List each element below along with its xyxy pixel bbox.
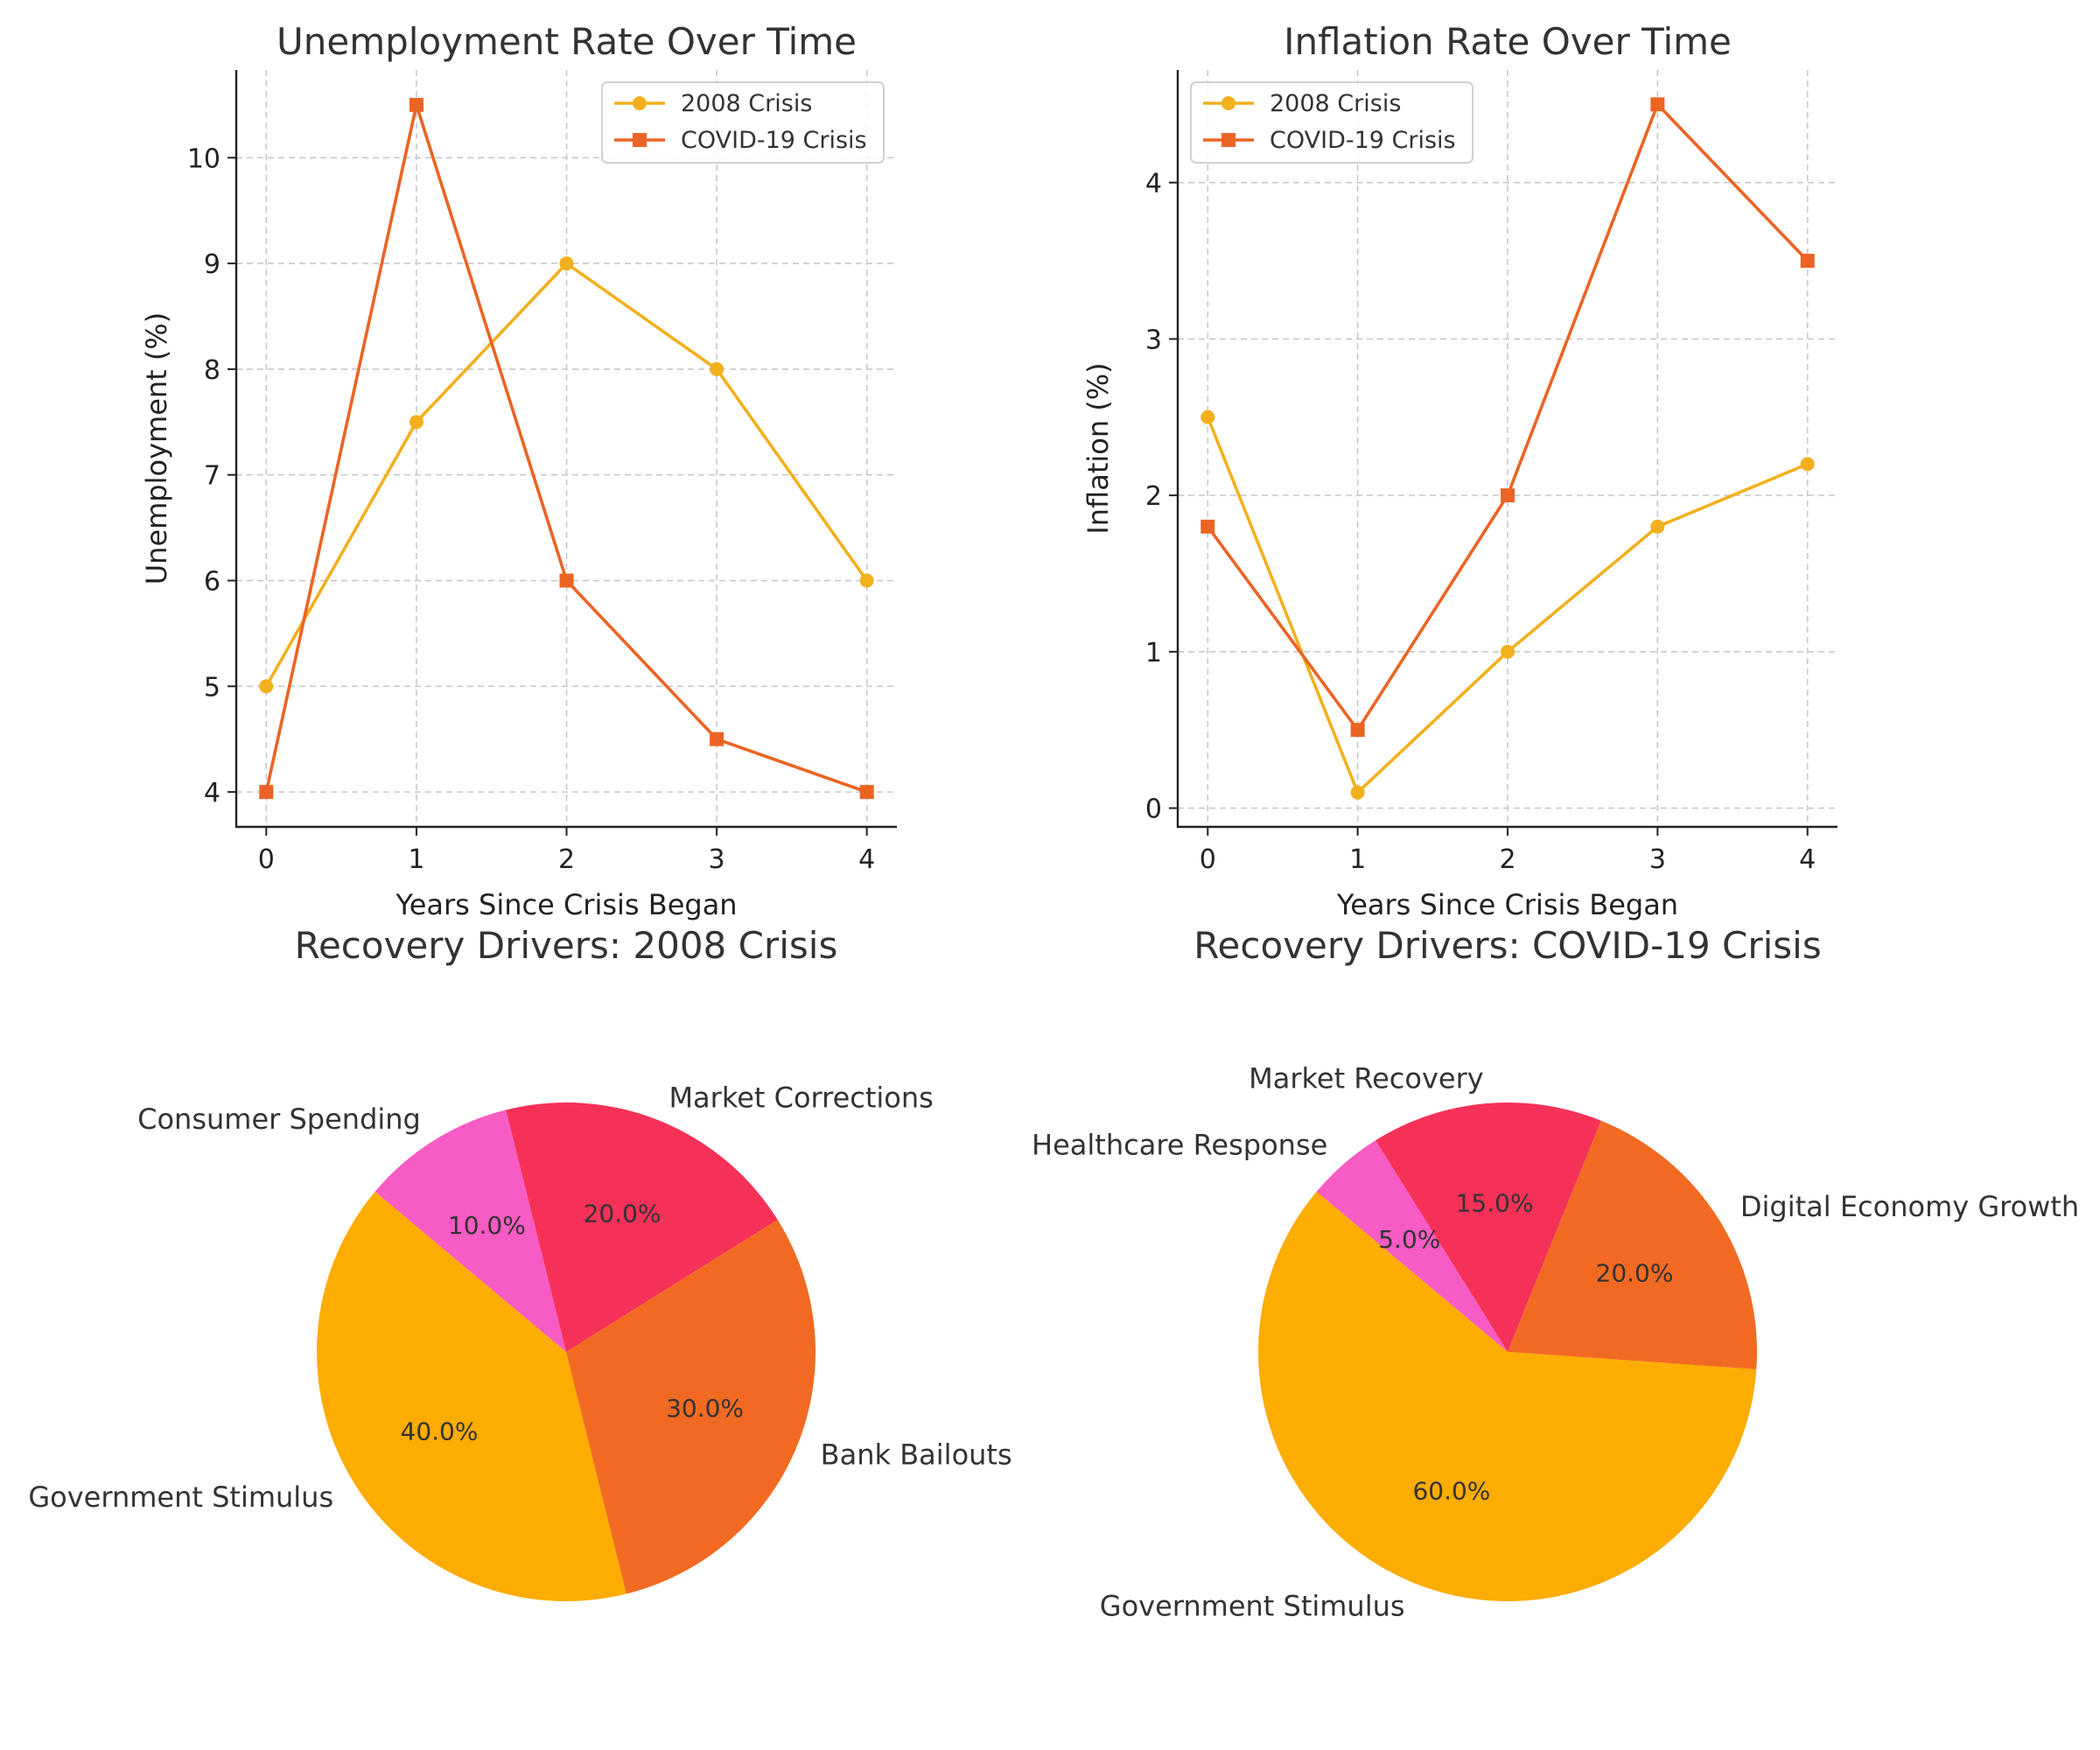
data-point-circle (1350, 785, 1365, 800)
legend-label: COVID-19 Crisis (1270, 127, 1456, 154)
pie-slice-label: Market Recovery (1249, 1062, 1484, 1096)
recovery-pie-covid: Recovery Drivers: COVID-19 Crisis Governm… (1032, 924, 2079, 1623)
data-point-circle (1501, 644, 1515, 659)
pie-slice-label: Healthcare Response (1032, 1128, 1327, 1161)
inflation-chart: Inflation Rate Over Time 0 1 2 3 4 0 1 2 3 4 Years … (1082, 20, 1838, 921)
pie-slice (1258, 1191, 1757, 1601)
pie-slice (566, 1219, 816, 1594)
data-point-square (259, 785, 274, 800)
legend-box (601, 81, 885, 164)
data-point-square (1650, 97, 1665, 112)
chart-title: Recovery Drivers: COVID-19 Crisis (1194, 924, 1821, 967)
pie-percent-label: 20.0% (1596, 1258, 1674, 1287)
x-axis-label: Years Since Crisis Began (1336, 888, 1678, 921)
y-tick-label: 2 (1145, 481, 1162, 512)
pie-slice (1508, 1120, 1757, 1369)
data-point-circle (1800, 457, 1815, 472)
pie-slice (374, 1110, 566, 1352)
legend-label: 2008 Crisis (681, 90, 812, 117)
data-point-circle (859, 573, 874, 588)
pie-slice (506, 1102, 778, 1352)
axis-spines (1176, 70, 1838, 829)
legend-marker (1222, 96, 1236, 110)
y-tick-label: 3 (1145, 325, 1162, 355)
pie-slice-label: Government Stimulus (28, 1480, 333, 1514)
data-point-square (1200, 519, 1215, 534)
x-tick-label: 3 (709, 844, 725, 875)
pie-slice-label: Bank Bailouts (821, 1438, 1012, 1471)
data-point-circle (710, 361, 724, 376)
y-tick-label: 0 (1145, 794, 1162, 825)
y-tick-label: 6 (204, 567, 220, 598)
data-point-circle (559, 256, 574, 271)
chart-title: Inflation Rate Over Time (1284, 20, 1732, 63)
x-tick-label: 1 (1349, 844, 1366, 875)
x-tick-label: 1 (408, 844, 424, 875)
pie-slice-label: Market Corrections (668, 1081, 933, 1114)
pie-slice-label: Digital Economy Growth (1740, 1190, 2079, 1223)
data-point-circle (409, 415, 424, 430)
x-tick-label: 2 (558, 844, 575, 875)
recovery-pie-2008: Recovery Drivers: 2008 Crisis Government … (28, 924, 1012, 1601)
pie-percent-label: 15.0% (1456, 1189, 1534, 1218)
data-point-square (409, 97, 424, 112)
y-tick-label: 4 (204, 778, 220, 808)
y-tick-label: 8 (204, 355, 220, 386)
chart-title: Unemployment Rate Over Time (276, 20, 857, 63)
pie-percent-label: 20.0% (584, 1199, 662, 1228)
pie-percent-label: 10.0% (448, 1211, 526, 1240)
legend-marker (633, 133, 647, 147)
y-tick-label: 5 (204, 672, 220, 703)
unemployment-chart: Unemployment Rate Over Time 0 1 2 3 4 4 5 6 7 8 9 10… (140, 20, 897, 921)
x-tick-label: 0 (1200, 844, 1216, 875)
data-point-circle (1200, 410, 1215, 424)
x-axis-label: Years Since Crisis Began (395, 888, 737, 921)
y-axis-label: Inflation (%) (1082, 362, 1115, 534)
y-tick-label: 9 (204, 249, 220, 280)
pie-slice-label: Consumer Spending (137, 1102, 421, 1136)
data-point-square (1800, 254, 1815, 269)
pie-percent-label: 40.0% (401, 1418, 479, 1446)
pie-slice-label: Government Stimulus (1100, 1590, 1405, 1623)
x-tick-label: 4 (858, 844, 875, 875)
x-tick-label: 4 (1799, 844, 1816, 875)
data-point-square (859, 785, 874, 800)
pie-slice (1375, 1102, 1601, 1352)
legend-marker (1222, 133, 1236, 147)
y-tick-label: 7 (204, 461, 220, 492)
data-point-square (1501, 488, 1515, 503)
y-tick-label: 1 (1145, 638, 1162, 668)
data-point-square (710, 732, 724, 746)
data-point-square (1350, 723, 1365, 738)
y-tick-label: 10 (187, 144, 220, 174)
y-tick-label: 4 (1145, 169, 1162, 200)
data-point-square (559, 573, 574, 588)
pie-percent-label: 30.0% (666, 1394, 744, 1423)
data-point-circle (1650, 519, 1665, 534)
legend-marker (633, 96, 647, 110)
x-tick-label: 3 (1649, 844, 1666, 875)
pie-slice (317, 1191, 626, 1601)
x-tick-label: 0 (258, 844, 275, 875)
data-point-circle (259, 679, 274, 694)
chart-title: Recovery Drivers: 2008 Crisis (295, 924, 838, 967)
axis-spines (234, 70, 897, 829)
legend-label: COVID-19 Crisis (681, 127, 867, 154)
y-axis-label: Unemployment (%) (140, 312, 173, 585)
x-tick-label: 2 (1499, 844, 1516, 875)
legend-box (1190, 81, 1474, 164)
pie-percent-label: 5.0% (1378, 1225, 1440, 1254)
legend-label: 2008 Crisis (1270, 90, 1401, 117)
pie-slice (1316, 1140, 1508, 1352)
pie-percent-label: 60.0% (1412, 1477, 1490, 1506)
